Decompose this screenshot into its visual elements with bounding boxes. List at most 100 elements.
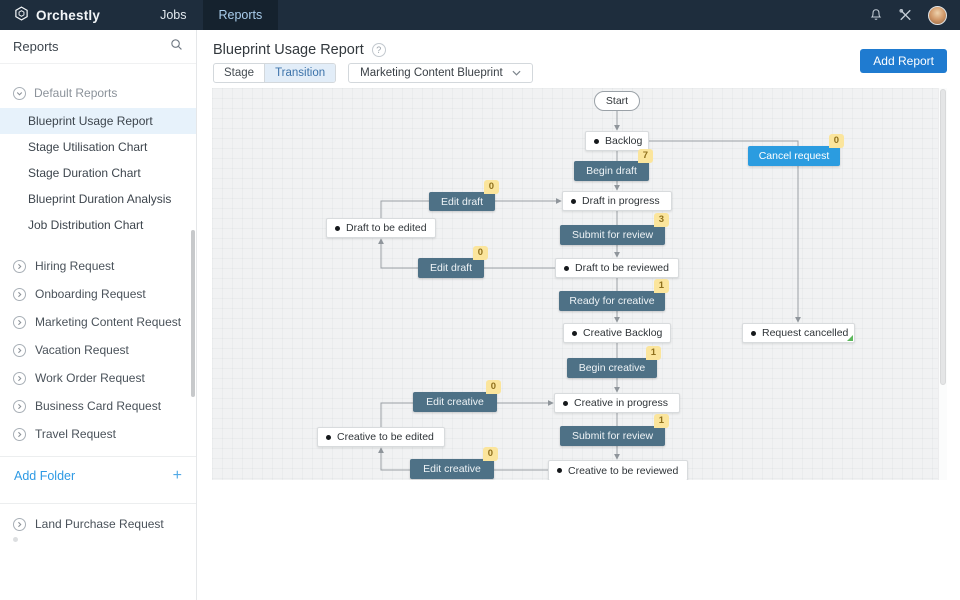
node-edit-draft-2[interactable]: Edit draft 0 — [418, 246, 488, 278]
blueprint-flowchart-canvas: Start Backlog Begin draft 7 Cancel request 0 E… — [212, 88, 947, 480]
node-begin-draft[interactable]: Begin draft 7 — [574, 149, 653, 181]
folder-label: Work Order Request — [35, 371, 145, 385]
blueprint-selector-dropdown[interactable]: Marketing Content Blueprint — [348, 63, 533, 83]
count-badge: 0 — [485, 380, 501, 394]
node-submit-for-review-2[interactable]: Submit for review 1 — [560, 414, 669, 446]
count-badge: 7 — [637, 149, 653, 163]
top-navigation-bar: Orchestly Jobs Reports — [0, 0, 960, 30]
sidebar-folder-land-purchase-request[interactable]: Land Purchase Request — [0, 510, 196, 538]
nav-tab-reports[interactable]: Reports — [202, 0, 279, 30]
node-label: Edit creative — [426, 396, 484, 408]
view-tab-stage[interactable]: Stage — [224, 67, 255, 79]
reports-sidebar: Reports Default Reports Blueprint Usage … — [0, 30, 197, 600]
node-edit-creative-1[interactable]: Edit creative 0 — [413, 380, 501, 412]
count-badge: 1 — [653, 414, 669, 428]
chevron-right-circle-icon — [13, 343, 26, 357]
node-start[interactable]: Start — [594, 91, 640, 111]
node-cancel-request[interactable]: Cancel request 0 — [748, 134, 844, 166]
sidebar-folder-hiring-request[interactable]: Hiring Request — [0, 252, 196, 280]
node-creative-in-progress[interactable]: Creative in progress — [554, 393, 680, 413]
node-begin-creative[interactable]: Begin creative 1 — [567, 346, 661, 378]
sidebar-folder-onboarding-request[interactable]: Onboarding Request — [0, 280, 196, 308]
node-label: Start — [605, 95, 629, 107]
notifications-bell-icon[interactable] — [869, 8, 883, 22]
add-folder-button[interactable]: Add Folder + — [0, 457, 196, 495]
node-edit-creative-2[interactable]: Edit creative 0 — [410, 447, 498, 479]
plus-icon[interactable]: + — [172, 467, 182, 484]
node-draft-to-be-reviewed[interactable]: Draft to be reviewed — [555, 258, 679, 278]
main-content: Blueprint Usage Report ? Add Report Stag… — [197, 30, 960, 600]
orchestly-logo-icon — [14, 6, 29, 24]
chevron-down-icon — [512, 67, 521, 79]
node-label: Draft to be edited — [346, 222, 427, 234]
node-label: Submit for review — [571, 229, 654, 241]
chevron-right-circle-icon — [13, 259, 26, 273]
node-label: Request cancelled — [762, 327, 849, 339]
add-folder-label: Add Folder — [14, 469, 76, 483]
node-draft-to-be-edited[interactable]: Draft to be edited — [326, 218, 436, 238]
sidebar-scrollbar[interactable] — [191, 230, 195, 397]
node-ready-for-creative[interactable]: Ready for creative 1 — [559, 279, 669, 311]
sidebar-folder-travel-request[interactable]: Travel Request — [0, 420, 196, 448]
add-report-button[interactable]: Add Report — [860, 49, 947, 73]
blueprint-selector-value: Marketing Content Blueprint — [360, 67, 503, 79]
node-label: Creative in progress — [574, 397, 668, 409]
chevron-right-circle-icon — [13, 287, 26, 301]
node-creative-to-be-edited[interactable]: Creative to be edited — [317, 427, 445, 447]
nav-tab-jobs[interactable]: Jobs — [160, 8, 187, 22]
node-request-cancelled[interactable]: Request cancelled — [742, 323, 855, 343]
count-badge: 0 — [828, 134, 844, 148]
sidebar-item-job-distribution-chart[interactable]: Job Distribution Chart — [28, 218, 144, 232]
sidebar-item-blueprint-usage-report[interactable]: Blueprint Usage Report — [0, 108, 196, 134]
sidebar-item-blueprint-duration-analysis[interactable]: Blueprint Duration Analysis — [28, 192, 172, 206]
sidebar-folder-vacation-request[interactable]: Vacation Request — [0, 336, 196, 364]
more-folders-list: Land Purchase Request — [0, 510, 196, 538]
node-label: Ready for creative — [569, 295, 655, 307]
node-label: Begin draft — [586, 165, 637, 177]
sidebar-item-stage-duration-chart[interactable]: Stage Duration Chart — [28, 166, 141, 180]
node-label: Creative to be reviewed — [568, 464, 679, 477]
brand-label: Orchestly — [36, 7, 101, 23]
settings-tools-icon[interactable] — [898, 8, 913, 22]
count-badge: 0 — [472, 246, 488, 260]
node-label: Creative to be edited — [337, 431, 434, 443]
user-avatar[interactable] — [928, 5, 947, 25]
sidebar-header: Reports — [0, 30, 196, 64]
node-label: Edit creative — [423, 463, 481, 475]
folder-label: Travel Request — [35, 427, 116, 441]
folder-label: Onboarding Request — [35, 287, 146, 301]
page-title: Blueprint Usage Report — [213, 42, 364, 58]
node-draft-in-progress[interactable]: Draft in progress — [562, 191, 672, 211]
chevron-right-circle-icon — [13, 427, 26, 441]
state-dot-icon — [594, 138, 599, 144]
sidebar-item-stage-utilisation-chart[interactable]: Stage Utilisation Chart — [28, 140, 148, 154]
folder-label: Hiring Request — [35, 259, 115, 273]
chevron-right-circle-icon — [13, 371, 26, 385]
view-tab-transition[interactable]: Transition — [264, 64, 336, 82]
brand[interactable]: Orchestly — [0, 6, 114, 24]
partial-folder-icon — [13, 537, 18, 542]
search-icon[interactable] — [170, 38, 183, 56]
node-label: Creative Backlog — [583, 327, 663, 339]
node-edit-draft-1[interactable]: Edit draft 0 — [429, 180, 499, 211]
node-creative-backlog[interactable]: Creative Backlog — [563, 323, 671, 343]
node-creative-to-be-reviewed[interactable]: Creative to be reviewed — [548, 460, 688, 480]
node-label: Draft to be reviewed — [575, 262, 669, 274]
info-icon[interactable]: ? — [371, 43, 386, 57]
chart-scrollbar-thumb[interactable] — [940, 89, 946, 385]
count-badge: 1 — [645, 346, 661, 360]
node-label: Backlog — [605, 135, 643, 147]
chevron-right-circle-icon — [13, 315, 26, 329]
primary-nav-tabs: Jobs Reports — [144, 0, 279, 30]
sidebar-divider-2 — [0, 503, 196, 504]
sidebar-folder-marketing-content-request[interactable]: Marketing Content Request — [0, 308, 196, 336]
node-backlog[interactable]: Backlog — [585, 131, 649, 151]
default-reports-group-toggle[interactable]: Default Reports — [0, 64, 196, 108]
sidebar-folder-business-card-request[interactable]: Business Card Request — [0, 392, 196, 420]
sidebar-folder-work-order-request[interactable]: Work Order Request — [0, 364, 196, 392]
count-badge: 1 — [653, 279, 669, 293]
success-corner-icon — [847, 335, 853, 341]
default-reports-list: Blueprint Usage Report Stage Utilisation … — [0, 108, 196, 238]
chevron-down-circle-icon — [13, 86, 26, 100]
node-submit-for-review-1[interactable]: Submit for review 3 — [560, 213, 669, 245]
